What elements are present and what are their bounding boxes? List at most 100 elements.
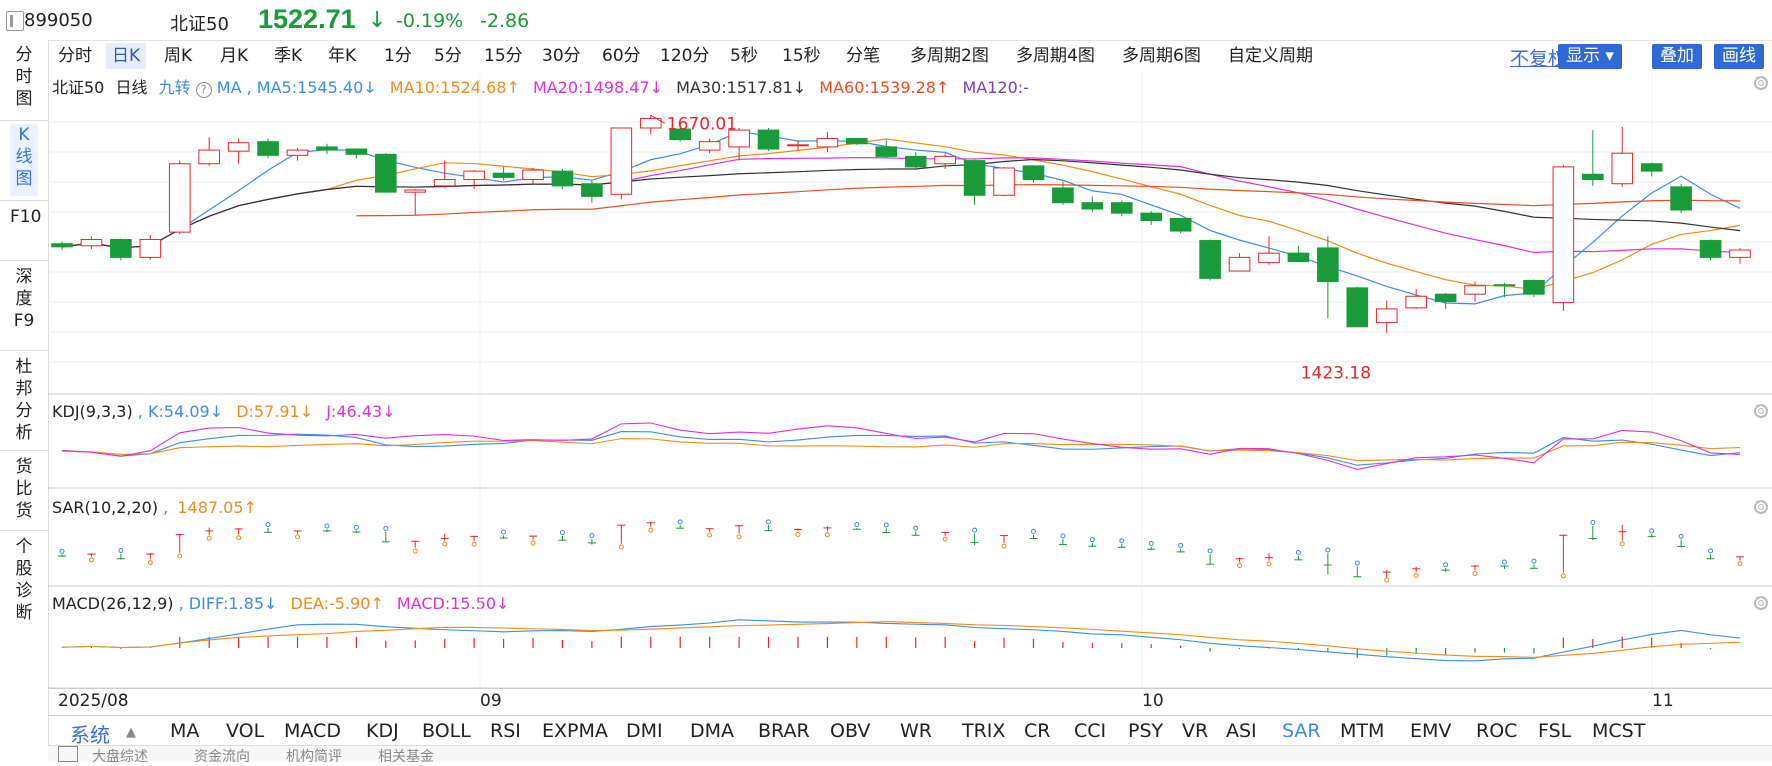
sar-dot <box>59 548 65 554</box>
sar-settings-icon[interactable] <box>1754 500 1768 514</box>
ind-expma[interactable]: EXPMA <box>542 720 608 742</box>
tab-market-review[interactable]: 大盘综述 <box>92 749 148 765</box>
ind-emv[interactable]: EMV <box>1410 720 1452 742</box>
period-custom[interactable]: 自定义周期 <box>1228 46 1313 66</box>
candle-body <box>345 148 368 155</box>
ind-wr[interactable]: WR <box>900 720 932 742</box>
nav-depth-f9[interactable]: 深度F9 <box>10 266 38 332</box>
candle-body <box>1346 287 1369 328</box>
ind-kdj[interactable]: KDJ <box>366 720 399 742</box>
adjustment-select[interactable]: 不复权 <box>1510 48 1568 70</box>
ind-ma[interactable]: MA <box>170 720 200 742</box>
ind-roc[interactable]: ROC <box>1476 720 1518 742</box>
period-5sec[interactable]: 5秒 <box>730 46 758 66</box>
sar-dot <box>1325 547 1331 553</box>
period-120min[interactable]: 120分 <box>660 46 710 66</box>
ind-fsl[interactable]: FSL <box>1538 720 1572 742</box>
period-multi4[interactable]: 多周期4图 <box>1016 46 1095 66</box>
kdj-legend: KDJ(9,3,3) , K:54.09↓ D:57.91↓ J:46.43↓ <box>52 402 396 421</box>
period-1min[interactable]: 1分 <box>384 46 412 66</box>
help-icon[interactable]: ? <box>195 82 212 98</box>
ind-mtm[interactable]: MTM <box>1340 720 1385 742</box>
ma5-line <box>61 130 1741 305</box>
panel-toggle-icon[interactable] <box>6 11 24 31</box>
display-button[interactable]: 显示 ▾ <box>1558 44 1622 69</box>
ind-cr[interactable]: CR <box>1024 720 1051 742</box>
candle-body <box>80 238 103 247</box>
main-chart-settings-icon[interactable] <box>1754 76 1768 90</box>
sar-dot <box>1590 519 1596 525</box>
candle-body <box>1022 165 1045 181</box>
system-menu[interactable]: 系统 <box>70 723 110 747</box>
sar-dot <box>883 522 889 528</box>
ind-sar[interactable]: SAR <box>1282 720 1321 742</box>
macd-settings-icon[interactable] <box>1754 596 1768 610</box>
period-week[interactable]: 周K <box>164 46 193 66</box>
candle-body <box>1081 202 1104 210</box>
candle-body <box>1434 293 1457 303</box>
period-30min[interactable]: 30分 <box>542 46 581 66</box>
jiuzhuan-toggle[interactable]: 九转 <box>158 78 191 97</box>
ind-psy[interactable]: PSY <box>1128 720 1164 742</box>
period-fenshi[interactable]: 分时 <box>58 46 92 66</box>
sar-dot <box>589 533 595 539</box>
draw-line-button[interactable]: 画线 <box>1714 44 1764 69</box>
tab-related-funds[interactable]: 相关基金 <box>378 749 434 765</box>
tab-fund-flow[interactable]: 资金流向 <box>194 749 250 765</box>
period-15min[interactable]: 15分 <box>484 46 523 66</box>
sar-dot <box>147 560 153 566</box>
period-15sec[interactable]: 15秒 <box>782 46 821 66</box>
nav-intraday[interactable]: 分时图 <box>10 44 38 116</box>
ma60-value: MA60:1539.28↑ <box>819 78 950 97</box>
ind-mcst[interactable]: MCST <box>1592 720 1646 742</box>
ma20-value: MA20:1498.47↓ <box>532 78 664 97</box>
overlay-button[interactable]: 叠加 <box>1652 44 1702 69</box>
period-month[interactable]: 月K <box>220 46 249 66</box>
period-multi2[interactable]: 多周期2图 <box>910 46 989 66</box>
collapse-icon[interactable] <box>58 746 78 762</box>
sar-dot <box>383 525 389 531</box>
ind-rsi[interactable]: RSI <box>490 720 521 742</box>
high-price-label: 1670.01 <box>667 114 737 134</box>
sar-dot <box>1501 559 1507 565</box>
ind-brar[interactable]: BRAR <box>758 720 810 742</box>
macd-legend: MACD(26,12,9) , DIFF:1.85↓ DEA:-5.90↑ MA… <box>52 594 510 613</box>
period-day[interactable]: 日K <box>106 43 147 69</box>
kdj-settings-icon[interactable] <box>1754 404 1768 418</box>
sar-dot <box>1060 533 1066 539</box>
ind-vr[interactable]: VR <box>1182 720 1209 742</box>
ind-cci[interactable]: CCI <box>1074 720 1107 742</box>
ind-dma[interactable]: DMA <box>690 720 735 742</box>
ind-obv[interactable]: OBV <box>830 720 871 742</box>
candle-body <box>1464 285 1486 295</box>
period-5min[interactable]: 5分 <box>434 46 462 66</box>
ind-boll[interactable]: BOLL <box>422 720 471 742</box>
ind-trix[interactable]: TRIX <box>962 720 1006 742</box>
period-multi6[interactable]: 多周期6图 <box>1122 46 1201 66</box>
period-60min[interactable]: 60分 <box>602 46 641 66</box>
period-year[interactable]: 年K <box>328 46 357 66</box>
nav-intraday-label: 分时图 <box>15 45 33 109</box>
indicator-bar: 系统 ▲ MA VOL MACD KDJ BOLL RSI EXPMA DMI … <box>48 715 1772 747</box>
sar-dot <box>1089 537 1095 543</box>
ind-vol[interactable]: VOL <box>226 720 265 742</box>
candle-body <box>1228 256 1251 272</box>
candle-body <box>375 153 397 193</box>
stock-code: 899050 <box>24 10 93 31</box>
candle-body <box>1169 217 1192 232</box>
nav-kline[interactable]: K线图 <box>10 124 38 196</box>
tab-institution[interactable]: 机构简评 <box>286 749 342 765</box>
period-quarter[interactable]: 季K <box>274 46 303 66</box>
sar-dot <box>1030 528 1036 534</box>
sar-dot <box>324 523 330 529</box>
nav-f10[interactable]: F10 <box>10 206 41 228</box>
ind-asi[interactable]: ASI <box>1226 720 1257 742</box>
nav-compare[interactable]: 货比货 <box>10 456 38 522</box>
ind-macd[interactable]: MACD <box>284 720 341 742</box>
nav-dupont[interactable]: 杜邦分析 <box>10 356 38 444</box>
nav-divider <box>0 350 48 351</box>
period-tick[interactable]: 分笔 <box>846 46 880 66</box>
ind-dmi[interactable]: DMI <box>626 720 663 742</box>
nav-diagnosis[interactable]: 个股诊断 <box>10 536 38 624</box>
